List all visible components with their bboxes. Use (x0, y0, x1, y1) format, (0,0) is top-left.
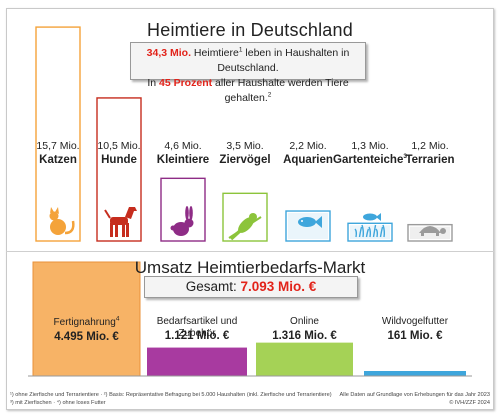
pets-callout: 34,3 Mio. Heimtiere1 leben in Haushalten… (130, 42, 366, 104)
footnote-source: Alle Daten auf Grundlage von Erhebungen … (339, 392, 490, 398)
callout-text-2: leben in Haushalten in Deutschland. (217, 47, 350, 74)
callout-text-1: Heimtiere (191, 47, 239, 59)
cat-icon (49, 207, 75, 235)
market-bar (32, 261, 141, 377)
fish-icon (298, 216, 322, 228)
footnote-2: ³) mit Zierfischen · ⁴) ohne loses Futte… (10, 400, 106, 406)
parrot-icon (228, 213, 262, 241)
pet-value-label: 10,5 Mio. (97, 140, 141, 152)
callout-total: 34,3 Mio. (146, 47, 192, 59)
pet-value-label: 2,2 Mio. (289, 140, 327, 152)
callout-text-4: aller Haushalte werden Tiere gehalten. (212, 77, 349, 104)
total-label: Gesamt: (185, 279, 241, 294)
callout-sup-2: 2 (267, 91, 272, 99)
market-value-label: 1.121 Mio. € (164, 330, 230, 342)
pet-value-label: 4,6 Mio. (164, 140, 202, 152)
pet-category-label: Ziervögel (219, 154, 271, 166)
pet-category-label: Terrarien (405, 154, 455, 166)
pond-fish-icon (354, 213, 386, 238)
pet-value-label: 3,5 Mio. (226, 140, 264, 152)
market-category-label: Fertignahrung4 (53, 315, 120, 328)
rabbit-icon (170, 206, 194, 236)
page-title: Heimtiere in Deutschland (147, 20, 353, 40)
market-value-label: 1.316 Mio. € (272, 330, 337, 342)
market-category-label: Wildvogelfutter (381, 316, 449, 327)
callout-sup-1: 1 (238, 46, 243, 54)
market-bar (147, 347, 247, 376)
footnote-1: ¹) ohne Zierfische und Terrarientiere · … (10, 392, 332, 398)
market-category-label: Bedarfsartikel und Zubehör (156, 316, 238, 339)
footnote-copyright: © IVH/ZZF 2024 (449, 400, 490, 406)
turtle-icon (419, 226, 446, 236)
pet-value-label: 1,2 Mio. (411, 140, 449, 152)
callout-percent: 45 Prozent (159, 77, 213, 89)
market-title: Umsatz Heimtierbedarfs-Markt (134, 258, 366, 277)
pet-category-label: Kleintiere (156, 154, 210, 166)
pet-category-label: Katzen (39, 154, 77, 166)
pet-category-label: Gartenteiche3 (333, 153, 407, 166)
pet-value-label: 15,7 Mio. (36, 140, 80, 152)
callout-text-3: In (147, 77, 159, 89)
pet-category-label: Aquarien (283, 154, 333, 166)
market-category-label: Online (290, 316, 319, 327)
pet-value-label: 1,3 Mio. (351, 140, 389, 152)
market-bar (364, 371, 466, 376)
pet-category-label: Hunde (101, 154, 137, 166)
market-value-label: 4.495 Mio. € (54, 331, 119, 343)
market-value-label: 161 Mio. € (387, 330, 443, 342)
market-bar (256, 342, 353, 376)
dog-icon (104, 207, 137, 237)
section-divider (6, 251, 494, 252)
total-value: 7.093 Mio. € (240, 279, 317, 294)
market-total: Gesamt: 7.093 Mio. € (144, 276, 358, 298)
